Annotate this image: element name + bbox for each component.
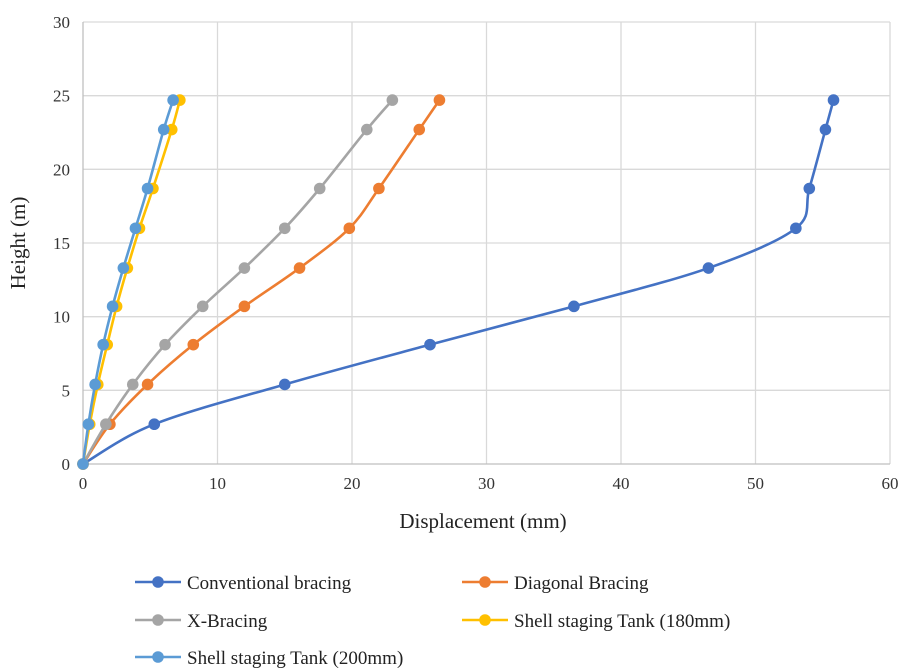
data-point: [129, 222, 142, 235]
legend-item: X-Bracing: [135, 611, 268, 632]
x-tick-label: 40: [613, 474, 630, 493]
legend-label: Conventional bracing: [187, 573, 352, 594]
data-point: [159, 338, 171, 351]
series-4: [77, 94, 179, 470]
axes: [82, 22, 890, 465]
y-tick-label: 25: [53, 87, 70, 106]
series-group: [77, 94, 840, 470]
series-0: [77, 94, 840, 470]
legend-item: Shell staging Tank (200mm): [135, 648, 403, 668]
data-point: [141, 182, 154, 195]
legend-label: Diagonal Bracing: [514, 573, 649, 594]
x-tick-label: 0: [79, 474, 88, 493]
x-tick-label: 20: [344, 474, 361, 493]
data-point: [187, 338, 200, 351]
data-point: [148, 418, 161, 431]
series-line: [81, 99, 441, 465]
y-tick-label: 15: [53, 234, 70, 253]
data-point: [568, 300, 580, 313]
y-tick-label: 20: [53, 160, 70, 179]
series-1: [77, 94, 446, 470]
x-tick-label: 60: [882, 474, 899, 493]
data-point: [361, 123, 373, 136]
y-tick-label: 10: [53, 308, 70, 327]
data-point: [238, 300, 251, 313]
x-axis-title: Displacement (mm): [399, 509, 566, 533]
data-point: [126, 378, 139, 391]
data-point: [313, 182, 326, 195]
data-point: [100, 418, 112, 431]
data-point: [790, 222, 802, 235]
legend-item: Diagonal Bracing: [462, 573, 649, 594]
grid: [83, 21, 891, 464]
data-point: [293, 262, 306, 274]
series-3: [77, 94, 186, 470]
data-point: [433, 94, 446, 106]
x-tick-label: 30: [478, 474, 495, 493]
x-tick-label: 10: [209, 474, 226, 493]
data-point: [141, 378, 154, 391]
series-2: [77, 94, 399, 470]
series-line: [81, 99, 175, 465]
legend-label: X-Bracing: [187, 611, 268, 632]
series-line: [81, 99, 394, 465]
data-point: [196, 300, 209, 313]
legend-item: Shell staging Tank (180mm): [462, 611, 730, 632]
data-point: [278, 222, 291, 235]
x-tick-label: 50: [747, 474, 764, 493]
tick-labels: 0 10 20 30 40 50 60 0 5 10 15 20 25 30: [53, 13, 899, 493]
legend-marker: [479, 614, 491, 626]
data-point: [157, 123, 170, 136]
data-point: [82, 418, 95, 431]
data-point: [386, 94, 399, 106]
data-point: [89, 378, 101, 391]
data-point: [238, 262, 251, 274]
data-point: [106, 300, 119, 313]
data-point: [278, 378, 291, 391]
data-point: [803, 182, 816, 195]
data-point: [413, 123, 426, 136]
data-point: [702, 262, 715, 274]
data-point: [819, 123, 832, 136]
legend-item: Conventional bracing: [135, 573, 352, 594]
data-point: [77, 458, 89, 470]
data-point: [117, 262, 130, 274]
legend-label: Shell staging Tank (200mm): [187, 648, 403, 668]
legend: Conventional bracing Diagonal Bracing X-Br…: [135, 573, 730, 668]
legend-marker: [479, 576, 491, 588]
data-point: [373, 182, 385, 195]
y-tick-label: 5: [62, 381, 71, 400]
data-point: [343, 222, 356, 235]
data-point: [165, 123, 178, 136]
series-line: [82, 99, 835, 466]
legend-marker: [152, 576, 164, 588]
data-point: [97, 338, 109, 351]
y-axis-title: Height (m): [6, 197, 30, 290]
legend-marker: [152, 614, 164, 626]
y-tick-label: 0: [62, 455, 71, 474]
data-point: [424, 338, 436, 351]
series-line: [81, 99, 182, 465]
y-tick-label: 30: [53, 13, 70, 32]
legend-marker: [152, 651, 164, 663]
legend-label: Shell staging Tank (180mm): [514, 611, 730, 632]
data-point: [827, 94, 840, 106]
data-point: [167, 94, 179, 106]
